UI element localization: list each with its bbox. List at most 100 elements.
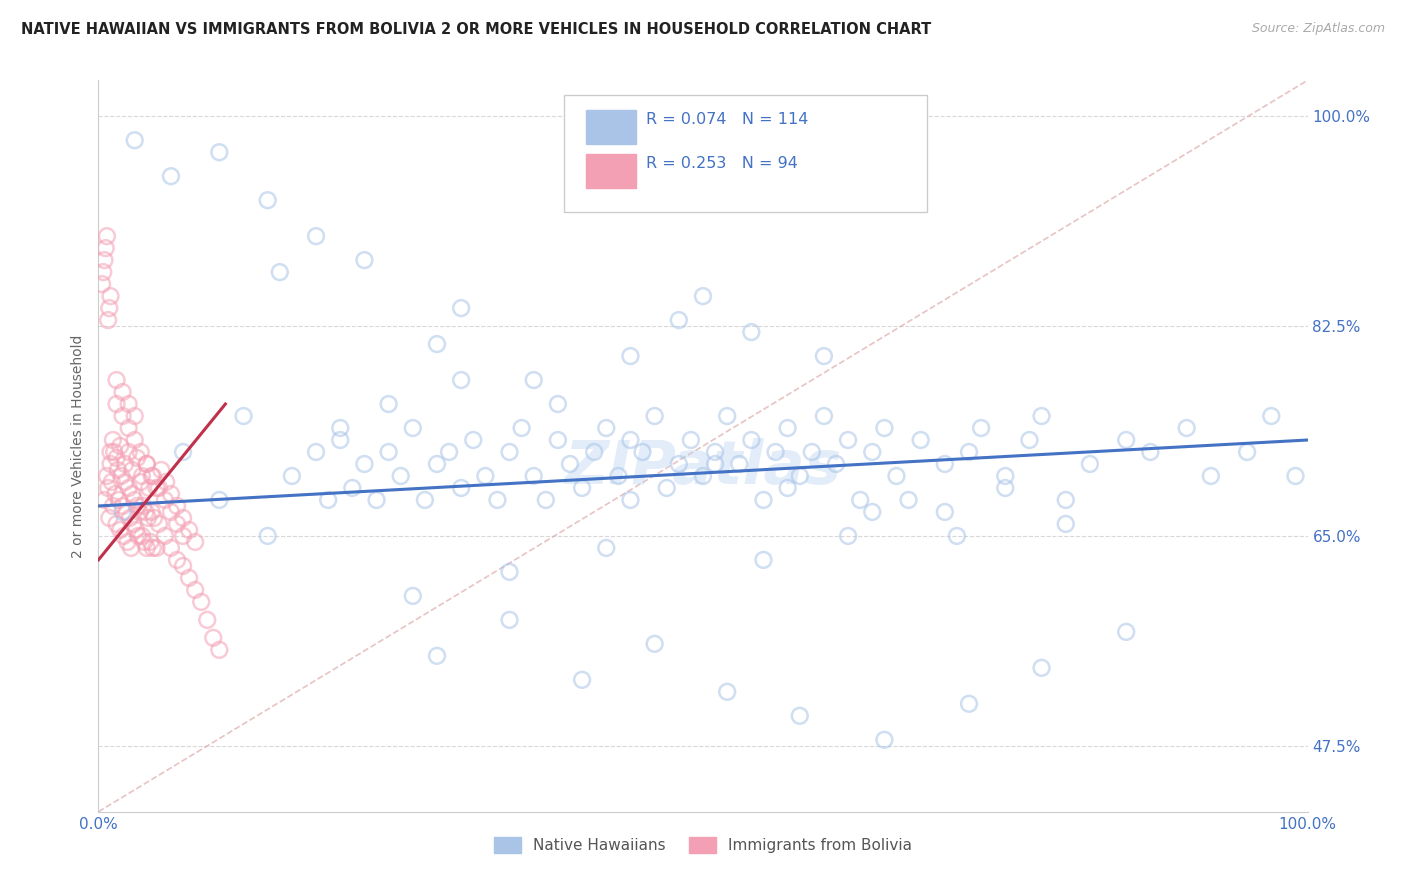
Point xyxy=(716,685,738,699)
Point xyxy=(426,337,449,351)
Point xyxy=(752,553,775,567)
Point xyxy=(120,541,142,555)
Point xyxy=(860,505,883,519)
Text: ZIPatlas: ZIPatlas xyxy=(564,439,842,498)
Point xyxy=(118,511,141,525)
Point xyxy=(138,481,160,495)
Point xyxy=(547,433,569,447)
Point xyxy=(195,613,218,627)
Point xyxy=(704,445,727,459)
Point xyxy=(202,631,225,645)
Point xyxy=(104,487,127,501)
FancyBboxPatch shape xyxy=(586,111,637,144)
Point xyxy=(145,541,167,555)
Point xyxy=(111,505,134,519)
Point xyxy=(141,505,163,519)
Point xyxy=(897,492,920,507)
Point xyxy=(498,613,520,627)
Text: R = 0.253   N = 94: R = 0.253 N = 94 xyxy=(647,155,799,170)
Point xyxy=(232,409,254,423)
Point xyxy=(619,433,641,447)
Point xyxy=(94,241,117,255)
Point xyxy=(1054,492,1077,507)
Point xyxy=(547,397,569,411)
Point xyxy=(121,487,143,501)
Point xyxy=(111,385,134,400)
Point xyxy=(118,397,141,411)
Point xyxy=(166,499,188,513)
Point xyxy=(135,505,157,519)
Point xyxy=(1284,469,1306,483)
Point xyxy=(1018,433,1040,447)
Point xyxy=(765,445,787,459)
Point xyxy=(166,516,188,531)
Point xyxy=(97,313,120,327)
Point xyxy=(105,516,128,531)
Point xyxy=(172,558,194,573)
Point xyxy=(100,289,122,303)
Point xyxy=(281,469,304,483)
Point xyxy=(1031,409,1053,423)
Point xyxy=(148,481,170,495)
Point xyxy=(153,529,176,543)
Point xyxy=(668,457,690,471)
Point xyxy=(124,492,146,507)
Point xyxy=(329,433,352,447)
Point xyxy=(114,457,136,471)
Point xyxy=(740,325,762,339)
Point xyxy=(595,421,617,435)
Point xyxy=(139,535,162,549)
Point xyxy=(813,409,835,423)
Point xyxy=(571,673,593,687)
Point xyxy=(269,265,291,279)
Point xyxy=(366,492,388,507)
Point xyxy=(172,529,194,543)
Point xyxy=(141,469,163,483)
Point xyxy=(377,445,399,459)
Point xyxy=(118,421,141,435)
Point xyxy=(837,433,859,447)
Point xyxy=(523,373,546,387)
Point xyxy=(100,475,122,489)
Point xyxy=(208,643,231,657)
Point xyxy=(583,445,606,459)
Point xyxy=(305,445,328,459)
Point xyxy=(127,499,149,513)
Point xyxy=(160,541,183,555)
Point xyxy=(1175,421,1198,435)
Point xyxy=(316,492,339,507)
Point xyxy=(402,421,425,435)
Point xyxy=(426,457,449,471)
Point xyxy=(190,595,212,609)
Point xyxy=(329,421,352,435)
Point xyxy=(910,433,932,447)
Point xyxy=(105,373,128,387)
Point xyxy=(135,457,157,471)
Point xyxy=(129,445,152,459)
Point xyxy=(655,481,678,495)
Point xyxy=(946,529,969,543)
Point xyxy=(437,445,460,459)
Point xyxy=(129,475,152,489)
Point xyxy=(124,133,146,147)
Point xyxy=(105,397,128,411)
Point xyxy=(644,409,666,423)
Point xyxy=(91,277,114,292)
Point xyxy=(571,481,593,495)
Point xyxy=(789,469,811,483)
Point xyxy=(450,373,472,387)
Point xyxy=(108,439,131,453)
Point xyxy=(105,450,128,465)
Point xyxy=(1031,661,1053,675)
Point xyxy=(142,541,165,555)
Point xyxy=(342,481,364,495)
Point xyxy=(208,145,231,160)
Point xyxy=(426,648,449,663)
Point xyxy=(873,421,896,435)
Point xyxy=(934,505,956,519)
Point xyxy=(402,589,425,603)
Point xyxy=(124,409,146,423)
Point xyxy=(413,492,436,507)
Point xyxy=(108,492,131,507)
Point xyxy=(160,487,183,501)
